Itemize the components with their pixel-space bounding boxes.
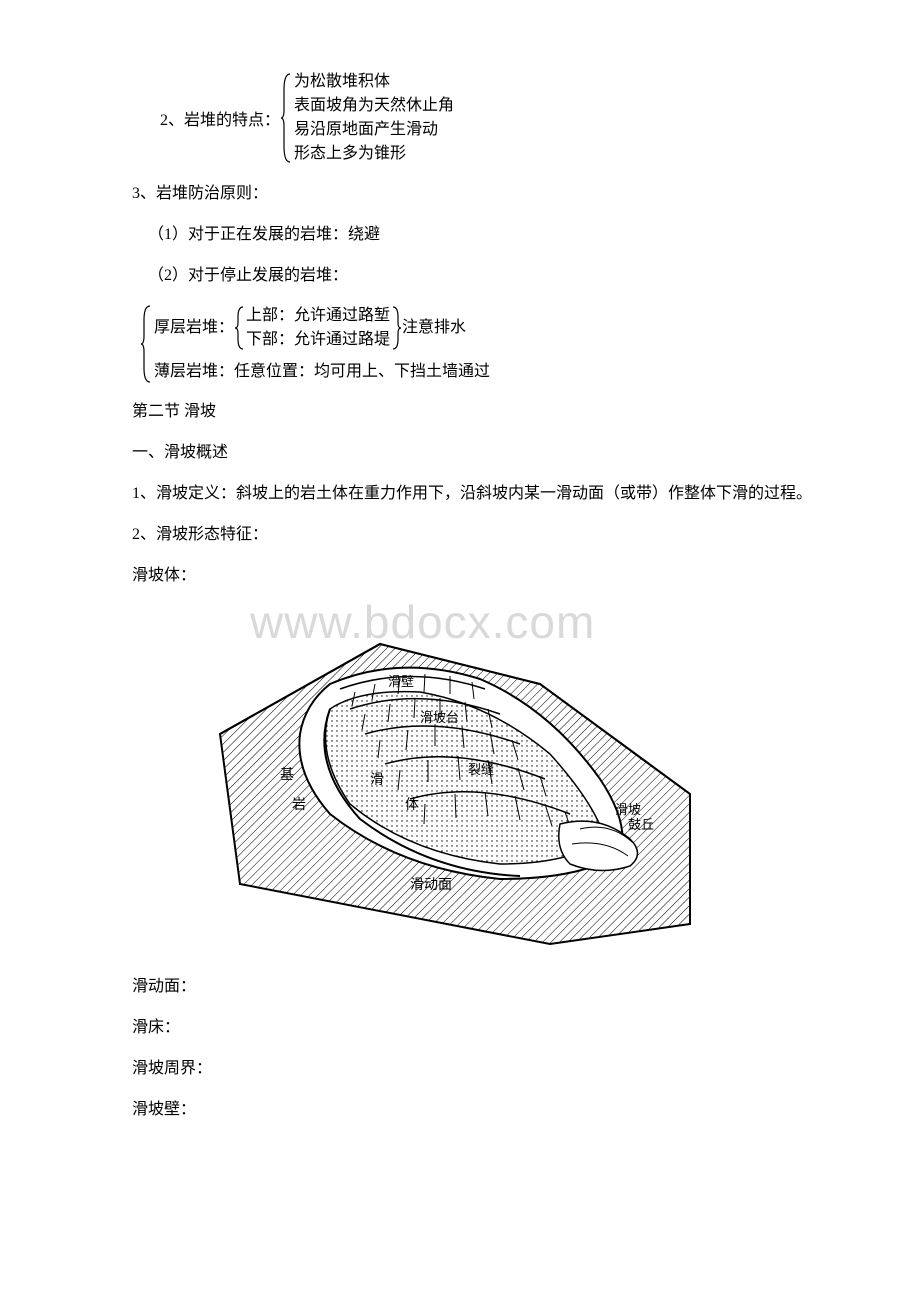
term-boundary: 滑坡周界：	[100, 1051, 820, 1086]
label-body: 体	[405, 797, 419, 813]
item3-title: 3、岩堆防治原则：	[100, 176, 820, 211]
brace-close-icon	[390, 305, 402, 351]
thick-label: 厚层岩堆：	[154, 316, 234, 340]
item2-point: 形态上多为锥形	[294, 142, 454, 166]
landslide-diagram: 滑壁 滑坡台 裂缝 滑 体 基 岩 滑动面 滑坡 鼓丘	[200, 614, 820, 959]
label-toe2: 鼓丘	[628, 817, 654, 832]
item2-point: 易沿原地面产生滑动	[294, 118, 454, 142]
label-slide: 滑	[370, 771, 384, 788]
item2-point: 表面坡角为天然休止角	[294, 94, 454, 118]
brace-icon	[140, 304, 154, 384]
term-slide-bed: 滑床：	[100, 1010, 820, 1045]
item3-sub1: （1）对于正在发展的岩堆：绕避	[100, 217, 820, 252]
brace2-items: 厚层岩堆： 上部：允许通过路堑 下部：允许通过路堤 注意排水 薄层岩堆：任意位置…	[154, 304, 490, 384]
thin-label: 薄层岩堆：任意位置：均可用上、下挡土墙通过	[154, 360, 490, 384]
section2-def: 1、滑坡定义：斜坡上的岩土体在重力作用下，沿斜坡内某一滑动面（或带）作整体下滑的…	[100, 476, 820, 511]
body-label: 滑坡体：	[100, 558, 820, 593]
item2-points: 为松散堆积体 表面坡角为天然休止角 易沿原地面产生滑动 形态上多为锥形	[294, 70, 454, 166]
brace2-row: 厚层岩堆： 上部：允许通过路堑 下部：允许通过路堤 注意排水 薄层岩堆：任意位置…	[140, 304, 820, 384]
brace-icon	[234, 305, 246, 351]
section2-morph: 2、滑坡形态特征：	[100, 517, 820, 552]
label-slide-surface: 滑动面	[410, 876, 452, 893]
thick-upper: 上部：允许通过路堑	[246, 304, 390, 328]
item2-label: 2、岩堆的特点：	[160, 106, 280, 130]
label-back-wall: 滑壁	[388, 674, 414, 689]
label-bedrock1: 基	[280, 766, 294, 783]
label-terrace: 滑坡台	[420, 710, 459, 725]
item2-brace-row: 2、岩堆的特点： 为松散堆积体 表面坡角为天然休止角 易沿原地面产生滑动 形态上…	[160, 70, 820, 166]
section2-sub1: 一、滑坡概述	[100, 435, 820, 470]
term-wall: 滑坡壁：	[100, 1092, 820, 1127]
thick-note: 注意排水	[402, 316, 466, 340]
label-toe1: 滑坡	[615, 802, 641, 817]
label-crack: 裂缝	[468, 762, 494, 777]
section2-title: 第二节 滑坡	[100, 394, 820, 429]
item2-point: 为松散堆积体	[294, 70, 454, 94]
brace-icon	[280, 72, 294, 164]
term-slide-surface: 滑动面：	[100, 969, 820, 1004]
label-bedrock2: 岩	[292, 797, 306, 813]
thick-lower: 下部：允许通过路堤	[246, 328, 390, 352]
item3-sub2: （2）对于停止发展的岩堆：	[100, 258, 820, 293]
